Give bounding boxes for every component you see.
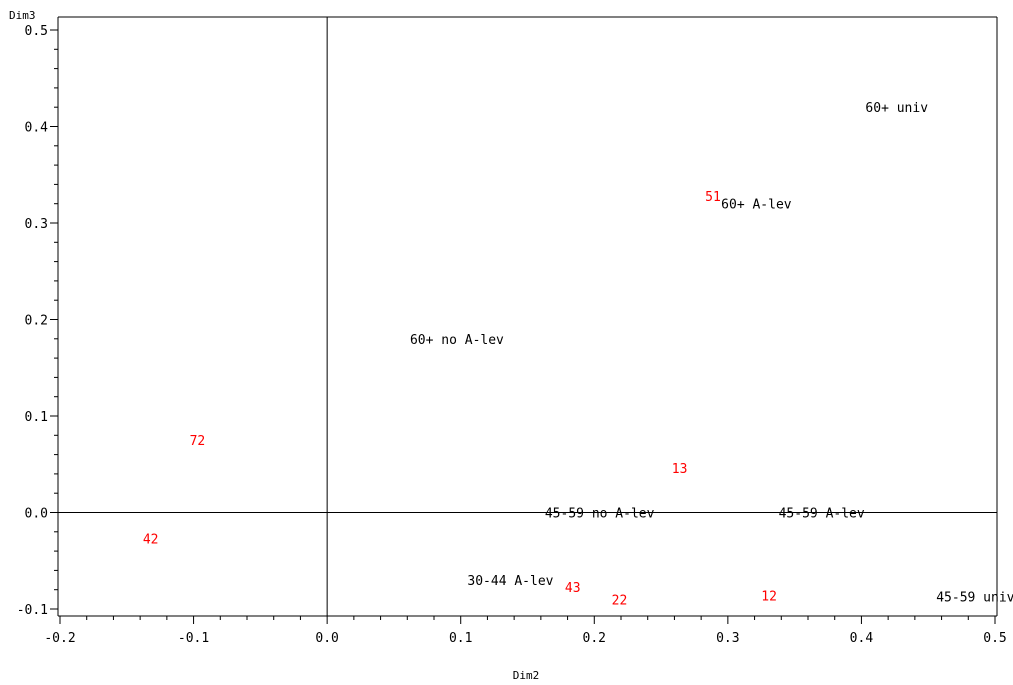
x-tick-label: 0.1: [449, 631, 472, 646]
category-point-label: 30-44 A-lev: [467, 574, 553, 589]
y-axis: -0.1 0.0 0.1 0.2 0.3 0.4 0.5: [17, 24, 58, 618]
category-point-label: 45-59 A-lev: [779, 507, 865, 522]
plot-frame: [57, 16, 998, 617]
y-tick-label: 0.0: [25, 507, 48, 522]
y-tick-label: 0.5: [25, 24, 48, 39]
x-tick-label: -0.2: [44, 631, 75, 646]
point-labels: 60+ univ 60+ A-lev 60+ no A-lev 45-59 no A-…: [143, 101, 1013, 608]
case-point-label: 42: [143, 533, 159, 548]
reference-lines: [58, 17, 997, 616]
y-tick-label: 0.1: [25, 410, 48, 425]
case-point-label: 51: [705, 190, 721, 205]
x-tick-label: 0.0: [315, 631, 338, 646]
case-point-label: 72: [190, 434, 206, 449]
x-axis-title: Dim2: [513, 669, 540, 682]
y-tick-label: 0.4: [25, 121, 49, 136]
case-point-label: 43: [565, 581, 581, 596]
x-tick-label: 0.4: [850, 631, 874, 646]
y-tick-label: 0.3: [25, 217, 48, 232]
x-tick-label: 0.5: [983, 631, 1006, 646]
y-axis-title: Dim3: [9, 9, 36, 22]
case-point-label: 22: [612, 593, 628, 608]
category-point-label: 60+ no A-lev: [410, 333, 504, 348]
x-tick-label: -0.1: [178, 631, 209, 646]
case-point-label: 13: [672, 462, 688, 477]
case-point-label: 12: [761, 589, 777, 604]
x-axis: -0.2 -0.1 0.0 0.1 0.2 0.3 0.4 0.5: [44, 616, 1007, 646]
category-point-label: 45-59 univ: [936, 590, 1013, 605]
x-tick-label: 0.3: [716, 631, 739, 646]
y-tick-label: 0.2: [25, 314, 48, 329]
category-point-label: 60+ A-lev: [721, 198, 792, 213]
category-point-label: 60+ univ: [865, 101, 928, 116]
x-tick-label: 0.2: [583, 631, 606, 646]
category-point-label: 45-59 no A-lev: [545, 507, 655, 522]
y-tick-label: -0.1: [17, 603, 48, 618]
